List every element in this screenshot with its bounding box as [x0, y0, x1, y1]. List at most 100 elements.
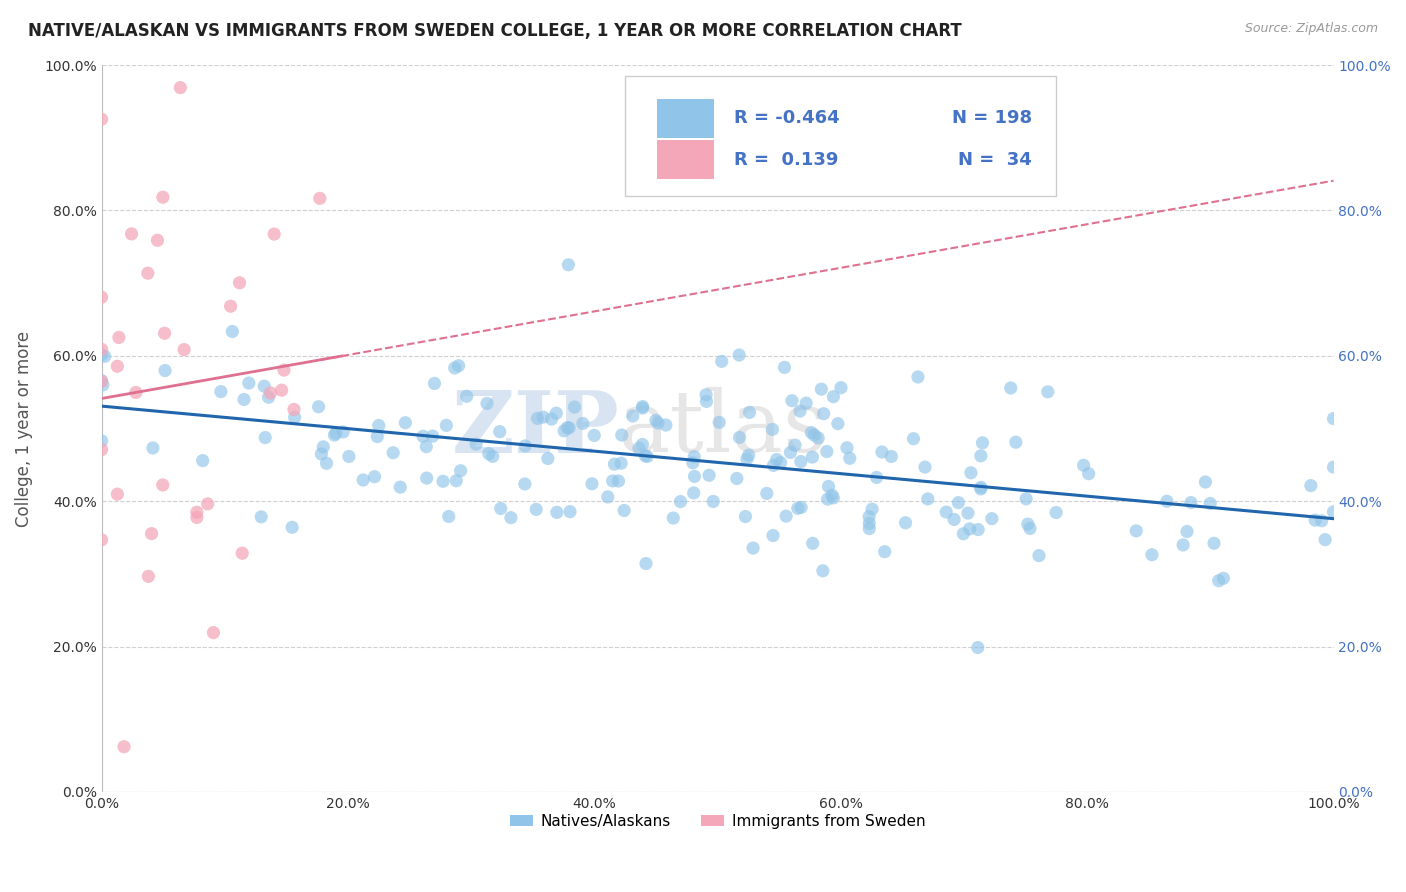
- Point: [90, 290, 112, 304]
- Point: [415, 471, 437, 485]
- Point: [325, 426, 347, 441]
- Point: [382, 446, 405, 460]
- Point: [169, 80, 191, 95]
- Point: [1017, 517, 1039, 532]
- Point: [1202, 536, 1225, 550]
- Point: [90, 348, 112, 362]
- Point: [228, 276, 250, 290]
- Point: [801, 450, 824, 464]
- Point: [966, 640, 988, 655]
- Point: [423, 376, 446, 391]
- Point: [762, 458, 785, 473]
- Point: [1313, 533, 1336, 547]
- Text: N = 198: N = 198: [952, 109, 1032, 128]
- Point: [281, 520, 304, 534]
- Point: [1019, 521, 1042, 535]
- Point: [191, 453, 214, 467]
- Point: [866, 470, 889, 484]
- Point: [970, 449, 993, 463]
- Point: [789, 404, 811, 418]
- Point: [858, 522, 880, 536]
- Point: [631, 437, 654, 451]
- Point: [780, 393, 803, 408]
- Point: [860, 502, 883, 516]
- Point: [858, 509, 880, 524]
- Point: [821, 488, 844, 502]
- Point: [540, 412, 562, 426]
- Text: N =  34: N = 34: [957, 151, 1032, 169]
- Point: [655, 418, 678, 433]
- Point: [526, 411, 548, 425]
- Point: [1212, 571, 1234, 585]
- Point: [233, 392, 256, 407]
- Point: [108, 330, 131, 344]
- Point: [412, 429, 434, 443]
- Point: [146, 233, 169, 247]
- Point: [783, 438, 806, 452]
- Point: [437, 509, 460, 524]
- Point: [186, 510, 208, 524]
- Point: [1199, 496, 1222, 510]
- Point: [807, 431, 830, 445]
- Point: [1208, 574, 1230, 588]
- Point: [613, 503, 636, 517]
- Point: [835, 441, 858, 455]
- Point: [1015, 491, 1038, 506]
- Point: [197, 497, 219, 511]
- Point: [524, 502, 547, 516]
- Point: [537, 451, 560, 466]
- Point: [765, 452, 787, 467]
- Point: [141, 526, 163, 541]
- Point: [557, 258, 579, 272]
- Point: [138, 569, 160, 583]
- Point: [811, 564, 834, 578]
- Point: [948, 496, 970, 510]
- Point: [443, 361, 465, 376]
- Point: [202, 625, 225, 640]
- Point: [90, 343, 112, 357]
- Point: [1028, 549, 1050, 563]
- Point: [315, 456, 337, 470]
- Point: [970, 482, 993, 496]
- Point: [93, 349, 115, 363]
- Point: [422, 429, 444, 443]
- Text: NATIVE/ALASKAN VS IMMIGRANTS FROM SWEDEN COLLEGE, 1 YEAR OR MORE CORRELATION CHA: NATIVE/ALASKAN VS IMMIGRANTS FROM SWEDEN…: [28, 22, 962, 40]
- Point: [583, 428, 606, 442]
- Point: [352, 473, 374, 487]
- Point: [621, 409, 644, 423]
- Point: [800, 425, 823, 440]
- Point: [956, 506, 979, 520]
- Point: [153, 363, 176, 377]
- Point: [952, 526, 974, 541]
- Point: [967, 523, 990, 537]
- Point: [121, 227, 143, 241]
- Text: atlas: atlas: [619, 387, 828, 470]
- Point: [779, 445, 801, 459]
- Point: [602, 474, 624, 488]
- Point: [273, 363, 295, 377]
- Point: [755, 486, 778, 500]
- Point: [960, 466, 983, 480]
- Point: [815, 444, 838, 458]
- Point: [489, 501, 512, 516]
- Point: [786, 501, 808, 516]
- Text: ZIP: ZIP: [451, 386, 619, 471]
- Point: [136, 266, 159, 280]
- FancyBboxPatch shape: [657, 140, 714, 179]
- Point: [728, 348, 751, 362]
- Point: [1125, 524, 1147, 538]
- Point: [813, 407, 835, 421]
- Point: [90, 533, 112, 547]
- Point: [572, 417, 595, 431]
- Legend: Natives/Alaskans, Immigrants from Sweden: Natives/Alaskans, Immigrants from Sweden: [503, 808, 931, 835]
- Point: [695, 388, 717, 402]
- Point: [434, 418, 457, 433]
- Point: [481, 450, 503, 464]
- Point: [105, 487, 128, 501]
- Point: [90, 375, 112, 389]
- Point: [697, 468, 720, 483]
- Point: [173, 343, 195, 357]
- Point: [970, 480, 993, 494]
- Point: [219, 299, 242, 313]
- Point: [627, 442, 650, 456]
